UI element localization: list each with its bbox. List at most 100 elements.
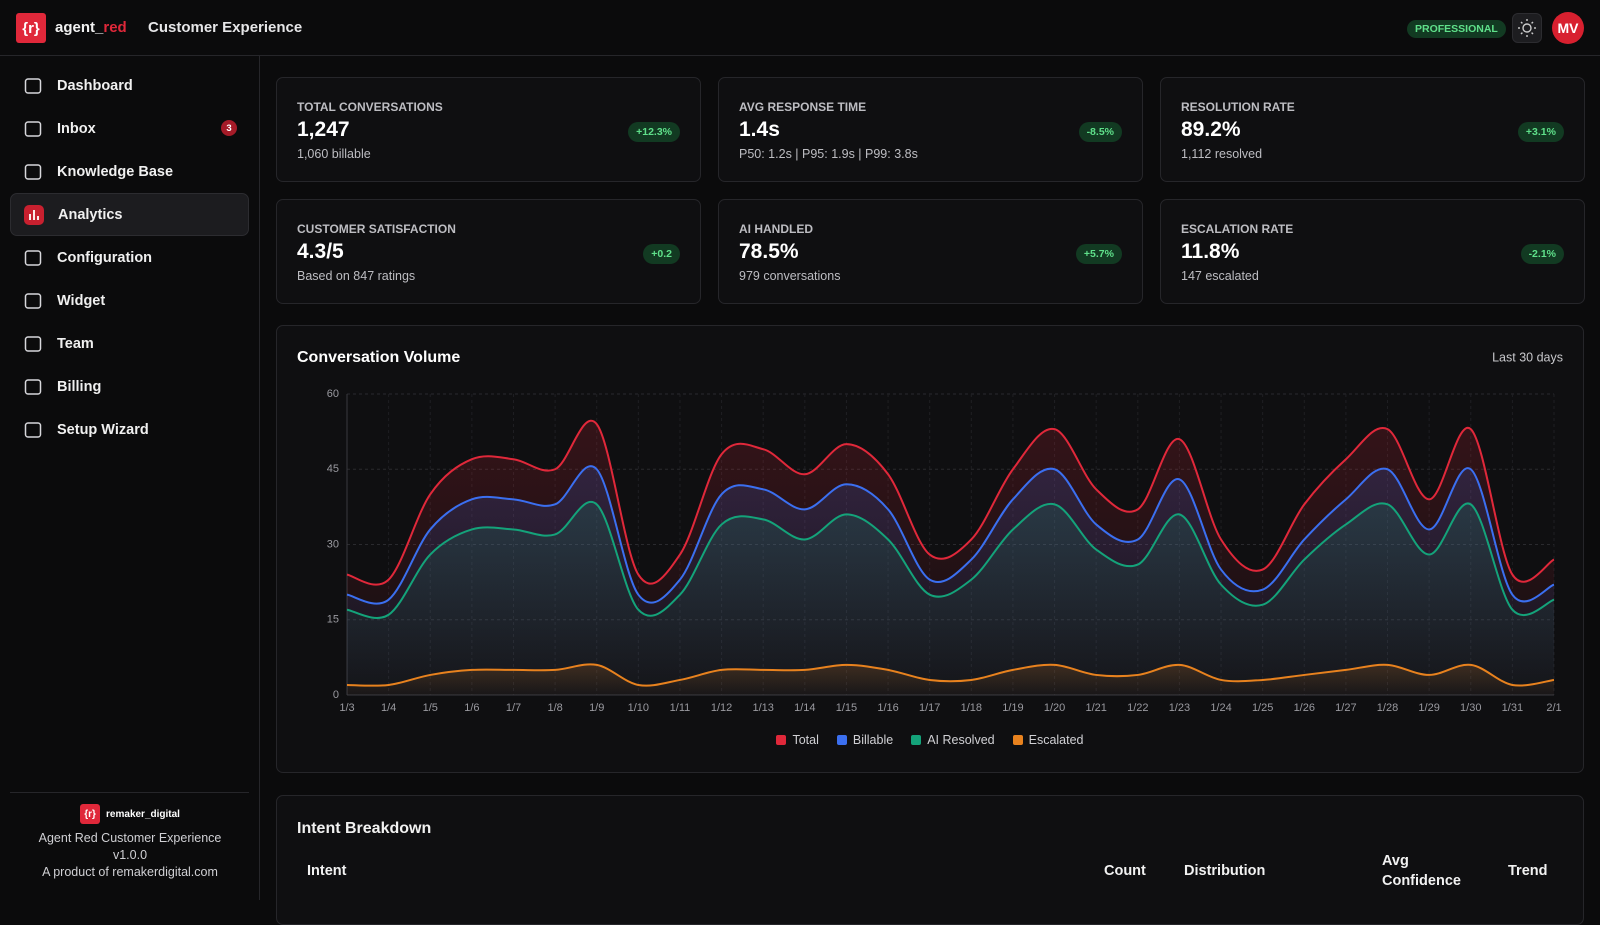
kpi-title: AVG RESPONSE TIME — [739, 100, 867, 114]
kpi-detail: Based on 847 ratings — [297, 269, 416, 283]
chart: Conversation Volume Last 30 days 0 15 30 45… — [297, 349, 1563, 714]
nav-icon — [24, 421, 42, 438]
legend-swatch — [836, 735, 847, 745]
x-tick-label: 1/7 — [506, 702, 521, 714]
kpi-detail: P50: 1.2s | P95: 1.9s | P99: 3.8s — [739, 147, 918, 161]
brand-suffix: red — [103, 19, 127, 36]
legend-item[interactable]: Billable — [836, 733, 893, 747]
x-tick-label: 1/19 — [1002, 702, 1023, 714]
nav-label: Knowledge Base — [57, 163, 174, 180]
kpi-change: +5.7% — [1075, 244, 1122, 264]
x-tick-label: 1/27 — [1335, 702, 1356, 714]
x-tick-label: 1/16 — [877, 702, 898, 714]
product: Agent Red Customer Experience — [38, 831, 222, 845]
legend-item[interactable]: AI Resolved — [911, 733, 995, 747]
x-tick-label: 1/14 — [794, 702, 815, 714]
x-tick-label: 1/21 — [1085, 702, 1106, 714]
kpi-card: AVG RESPONSE TIME 1.4s P50: 1.2s | P95: 1.… — [718, 77, 1143, 182]
nav-item[interactable]: Billing — [10, 365, 249, 408]
kpi-title: CUSTOMER SATISFACTION — [297, 222, 456, 236]
kpi-title: ESCALATION RATE — [1181, 222, 1294, 236]
nav-label: Team — [57, 335, 94, 352]
chart-title: Conversation Volume — [297, 349, 460, 366]
brand-prefix: agent_ — [55, 19, 104, 36]
legend-swatch — [911, 735, 922, 745]
x-tick-label: 1/4 — [381, 702, 396, 714]
series-line — [346, 465, 1555, 605]
kpi-card: TOTAL CONVERSATIONS 1,247 1,060 billable +1… — [276, 77, 701, 182]
x-tick-label: 1/10 — [628, 702, 649, 714]
y-tick-label: 0 — [333, 689, 339, 701]
series-line — [346, 663, 1555, 687]
series-area — [347, 664, 1554, 695]
nav-icon — [24, 204, 44, 225]
x-tick-label: 1/9 — [589, 702, 604, 714]
x-tick-label: 1/29 — [1418, 702, 1439, 714]
company: remaker_digital — [106, 808, 180, 820]
kpi-change: -2.1% — [1520, 244, 1564, 264]
kpi-card: AI HANDLED 78.5% 979 conversations +5.7% — [718, 199, 1143, 304]
x-tick-label: 1/24 — [1210, 702, 1231, 714]
chart-subtitle: Last 30 days — [1492, 350, 1563, 364]
nav-item[interactable]: Setup Wizard — [10, 408, 249, 451]
x-tick-label: 1/25 — [1252, 702, 1273, 714]
kpi-detail: 1,060 billable — [297, 147, 371, 161]
legend-label: AI Resolved — [927, 733, 995, 747]
section-title: Intent Breakdown — [297, 820, 432, 837]
nav-item[interactable]: Analytics — [10, 193, 249, 236]
nav-item[interactable]: Knowledge Base — [10, 150, 249, 193]
kpi-card: RESOLUTION RATE 89.2% 1,112 resolved +3.1% — [1160, 77, 1585, 182]
brand: agent_red — [55, 19, 127, 36]
x-tick-label: 1/17 — [919, 702, 940, 714]
legend: Total Billable AI Resolved Escalated — [276, 733, 1584, 747]
legend-swatch — [776, 735, 787, 745]
credit: A product of remakerdigital.com — [42, 865, 218, 879]
sidebar: Dashboard Inbox 3 Knowledge Base Analytics Co… — [0, 56, 260, 900]
sun-icon — [1518, 19, 1536, 37]
x-tick-label: 1/26 — [1294, 702, 1315, 714]
kpi-card: ESCALATION RATE 11.8% 147 escalated -2.1% — [1160, 199, 1585, 304]
nav-item[interactable]: Dashboard — [10, 64, 249, 107]
nav-item[interactable]: Configuration — [10, 236, 249, 279]
kpi-detail: 979 conversations — [739, 269, 841, 283]
plan-badge: PROFESSIONAL — [1407, 20, 1506, 38]
kpi-value: 78.5% — [739, 240, 799, 263]
divider — [10, 792, 249, 793]
x-tick-label: 1/11 — [670, 702, 691, 714]
x-tick-label: 1/18 — [961, 702, 982, 714]
kpi-detail: 147 escalated — [1181, 269, 1259, 283]
x-tick-label: 1/20 — [1044, 702, 1065, 714]
app-title: Customer Experience — [148, 19, 303, 36]
legend-item[interactable]: Total — [776, 733, 819, 747]
series-line — [346, 500, 1555, 619]
nav-item[interactable]: Team — [10, 322, 249, 365]
kpi-detail: 1,112 resolved — [1181, 147, 1263, 161]
y-tick-label: 60 — [327, 388, 339, 400]
column-header: Trend — [1508, 863, 1548, 879]
top-bar: {r} agent_red Customer Experience PROFES… — [0, 0, 1600, 56]
footer-brand: {r} remaker_digital — [0, 804, 260, 824]
logo[interactable]: {r} — [16, 13, 46, 43]
legend-label: Total — [792, 733, 819, 747]
theme-toggle[interactable] — [1512, 13, 1542, 43]
kpi-value: 11.8% — [1181, 240, 1240, 263]
x-tick-label: 1/31 — [1502, 702, 1523, 714]
legend-label: Escalated — [1028, 733, 1084, 747]
avatar[interactable]: MV — [1552, 12, 1584, 44]
kpi-title: AI HANDLED — [739, 222, 813, 236]
nav-label: Setup Wizard — [57, 421, 149, 438]
x-tick-label: 1/6 — [464, 702, 479, 714]
nav-label: Widget — [57, 292, 106, 309]
nav-label: Analytics — [58, 206, 123, 223]
kpi-change: +12.3% — [628, 122, 680, 142]
column-header: Avg Confidence — [1382, 853, 1461, 889]
nav-icon — [24, 249, 42, 266]
x-tick-label: 1/3 — [339, 702, 354, 714]
nav-item[interactable]: Widget — [10, 279, 249, 322]
kpi-change: +3.1% — [1517, 122, 1564, 142]
nav-item[interactable]: Inbox 3 — [10, 107, 249, 150]
legend-item[interactable]: Escalated — [1012, 733, 1084, 747]
x-tick-label: 1/22 — [1127, 702, 1148, 714]
